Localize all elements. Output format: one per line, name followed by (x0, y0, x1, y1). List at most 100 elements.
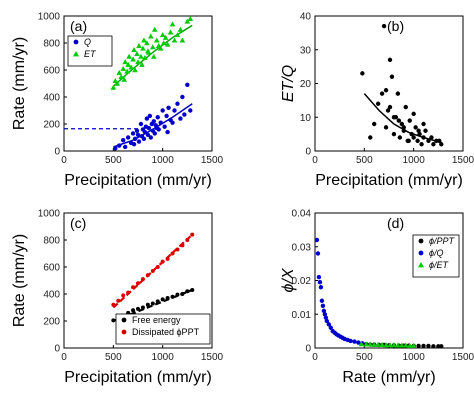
data-point (415, 138, 420, 144)
data-point (403, 104, 408, 110)
data-point (138, 53, 144, 59)
data-point (136, 139, 142, 144)
panel-4: 0 500 1000 1500 0 0.01 0.02 0.03 0.04 Rate (mm/yr… (280, 209, 474, 387)
data-point (144, 40, 150, 46)
y-tick-label: 10 (300, 113, 312, 124)
data-point (140, 305, 145, 310)
panel-3: 0 500 1000 1500 0 200 400 600 800 1000 Precipitati… (11, 209, 224, 387)
y-tick-label: 200 (43, 317, 60, 328)
data-point (116, 69, 123, 75)
data-point (120, 65, 126, 71)
data-point (320, 303, 326, 309)
data-point (148, 135, 154, 140)
data-point (178, 116, 183, 121)
data-point (383, 342, 389, 348)
legend-marker (418, 250, 424, 256)
data-point (439, 142, 444, 147)
data-point (172, 108, 177, 113)
data-point (156, 127, 161, 132)
data-point (399, 342, 405, 348)
x-tick-label: 0 (312, 352, 318, 363)
axes-box (314, 15, 464, 152)
data-point (171, 37, 178, 43)
y-tick-label: 0 (54, 344, 60, 355)
legend-marker (121, 329, 127, 335)
data-point (134, 51, 140, 57)
axes-box (314, 212, 464, 349)
series-2 (111, 232, 195, 309)
data-point (158, 120, 163, 125)
legend: Free energy Dissipated ϕPPT (115, 313, 211, 345)
legend: ϕ/PPT ϕ/Q ϕ/ET (412, 234, 460, 278)
data-point (165, 296, 170, 301)
data-point (316, 274, 322, 280)
x-tick-label: 500 (105, 155, 122, 166)
data-point (125, 61, 131, 67)
y-tick-label: 30 (300, 45, 312, 56)
data-point (416, 343, 421, 349)
data-point (111, 318, 116, 323)
panel-tag: (a) (70, 18, 87, 34)
data-point (188, 108, 193, 113)
series-2 (110, 15, 194, 90)
x-tick-label: 1000 (403, 352, 426, 363)
data-point (136, 306, 140, 311)
data-point (383, 125, 389, 130)
panel-2: 0 500 1000 1500 0 10 20 30 40 Precipitation (mm/y… (280, 12, 474, 190)
data-point (397, 135, 403, 140)
data-point (413, 125, 418, 130)
data-point (426, 138, 431, 144)
x-axis-label: Precipitation (mm/yr) (64, 172, 212, 189)
y-tick-label: 0.01 (292, 310, 312, 321)
data-point (164, 41, 171, 47)
data-point (130, 56, 136, 62)
data-point (162, 124, 167, 129)
x-axis-label: Rate (mm/yr) (342, 369, 435, 386)
data-point (160, 297, 165, 302)
data-point (169, 21, 176, 27)
y-tick-label: 400 (43, 93, 60, 104)
data-point (155, 299, 160, 304)
x-axis-label: Precipitation (mm/yr) (315, 172, 463, 189)
data-point (179, 37, 186, 43)
data-point (160, 40, 167, 46)
series-1 (113, 82, 193, 151)
data-point (131, 308, 136, 313)
data-point (426, 343, 431, 349)
data-point (140, 45, 146, 51)
data-point (170, 251, 175, 256)
data-point (141, 136, 147, 142)
data-point (319, 298, 325, 303)
data-point (159, 32, 166, 38)
x-tick-label: 0 (312, 155, 318, 166)
data-point (315, 251, 321, 256)
y-tick-label: 1000 (38, 209, 61, 220)
y-tick-label: 40 (300, 12, 312, 23)
data-point (174, 32, 181, 38)
data-point (352, 339, 357, 344)
data-point (395, 91, 401, 96)
data-point (385, 108, 391, 113)
x-tick-label: 1500 (452, 155, 474, 166)
y-axis-label: Rate (mm/yr) (11, 37, 28, 130)
data-point (155, 265, 160, 269)
data-point (437, 138, 442, 144)
legend: Q ET (67, 35, 113, 67)
data-point (372, 121, 377, 127)
data-point (379, 341, 385, 347)
data-point (348, 338, 353, 344)
data-point (153, 37, 160, 43)
x-tick-label: 500 (356, 352, 373, 363)
data-point (421, 135, 426, 140)
data-point (322, 312, 328, 317)
x-tick-label: 1500 (452, 352, 474, 363)
data-point (391, 115, 397, 120)
legend-label: Dissipated ϕPPT (132, 327, 200, 337)
y-tick-label: 0 (305, 344, 311, 355)
data-point (145, 302, 150, 307)
x-tick-label: 0 (61, 352, 67, 363)
data-point (399, 121, 405, 127)
data-point (113, 146, 118, 151)
data-point (185, 238, 190, 242)
y-tick-label: 20 (300, 79, 312, 90)
